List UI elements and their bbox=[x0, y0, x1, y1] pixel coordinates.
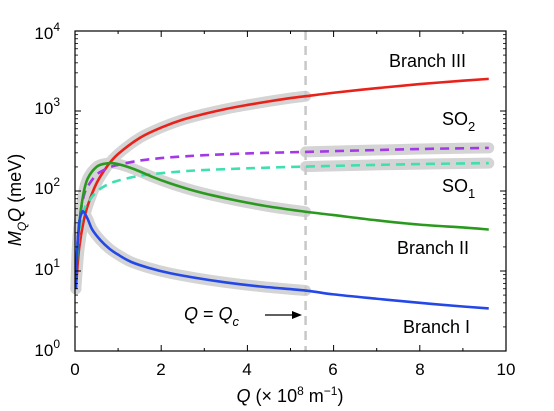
x-tick-label: 10 bbox=[497, 360, 516, 379]
series-branch-ii bbox=[74, 161, 489, 289]
label-so2: SO2 bbox=[442, 109, 475, 134]
series-layer bbox=[74, 77, 489, 310]
series-branch-i bbox=[74, 210, 489, 310]
label-branch-ii: Branch II bbox=[397, 238, 469, 258]
ticks-layer bbox=[74, 30, 507, 352]
y-tick-label: 104 bbox=[34, 20, 60, 43]
y-tick-label: 102 bbox=[34, 175, 60, 198]
label-so1: SO1 bbox=[442, 176, 475, 201]
x-tick-label: 4 bbox=[242, 360, 251, 379]
x-tick-label: 2 bbox=[156, 360, 165, 379]
critical-q-arrow bbox=[265, 311, 302, 319]
y-axis-title: MQQ (meV) bbox=[5, 154, 29, 246]
x-tick-label: 0 bbox=[70, 360, 79, 379]
highlight-branch-ii bbox=[70, 157, 312, 295]
label-branch-i: Branch I bbox=[403, 317, 470, 337]
label-branch-iii: Branch III bbox=[389, 51, 466, 71]
y-tick-label: 100 bbox=[34, 337, 60, 360]
critical-q-annotation: Q = Qc bbox=[184, 304, 240, 329]
highlight-layer bbox=[70, 90, 495, 297]
y-tick-label: 103 bbox=[34, 95, 60, 118]
y-tick-label: 101 bbox=[34, 256, 60, 279]
x-axis-title: Q (× 108 m−1) bbox=[237, 384, 344, 406]
x-tick-label: 6 bbox=[328, 360, 337, 379]
series-so-1 bbox=[74, 161, 489, 289]
x-tick-label: 8 bbox=[415, 360, 424, 379]
